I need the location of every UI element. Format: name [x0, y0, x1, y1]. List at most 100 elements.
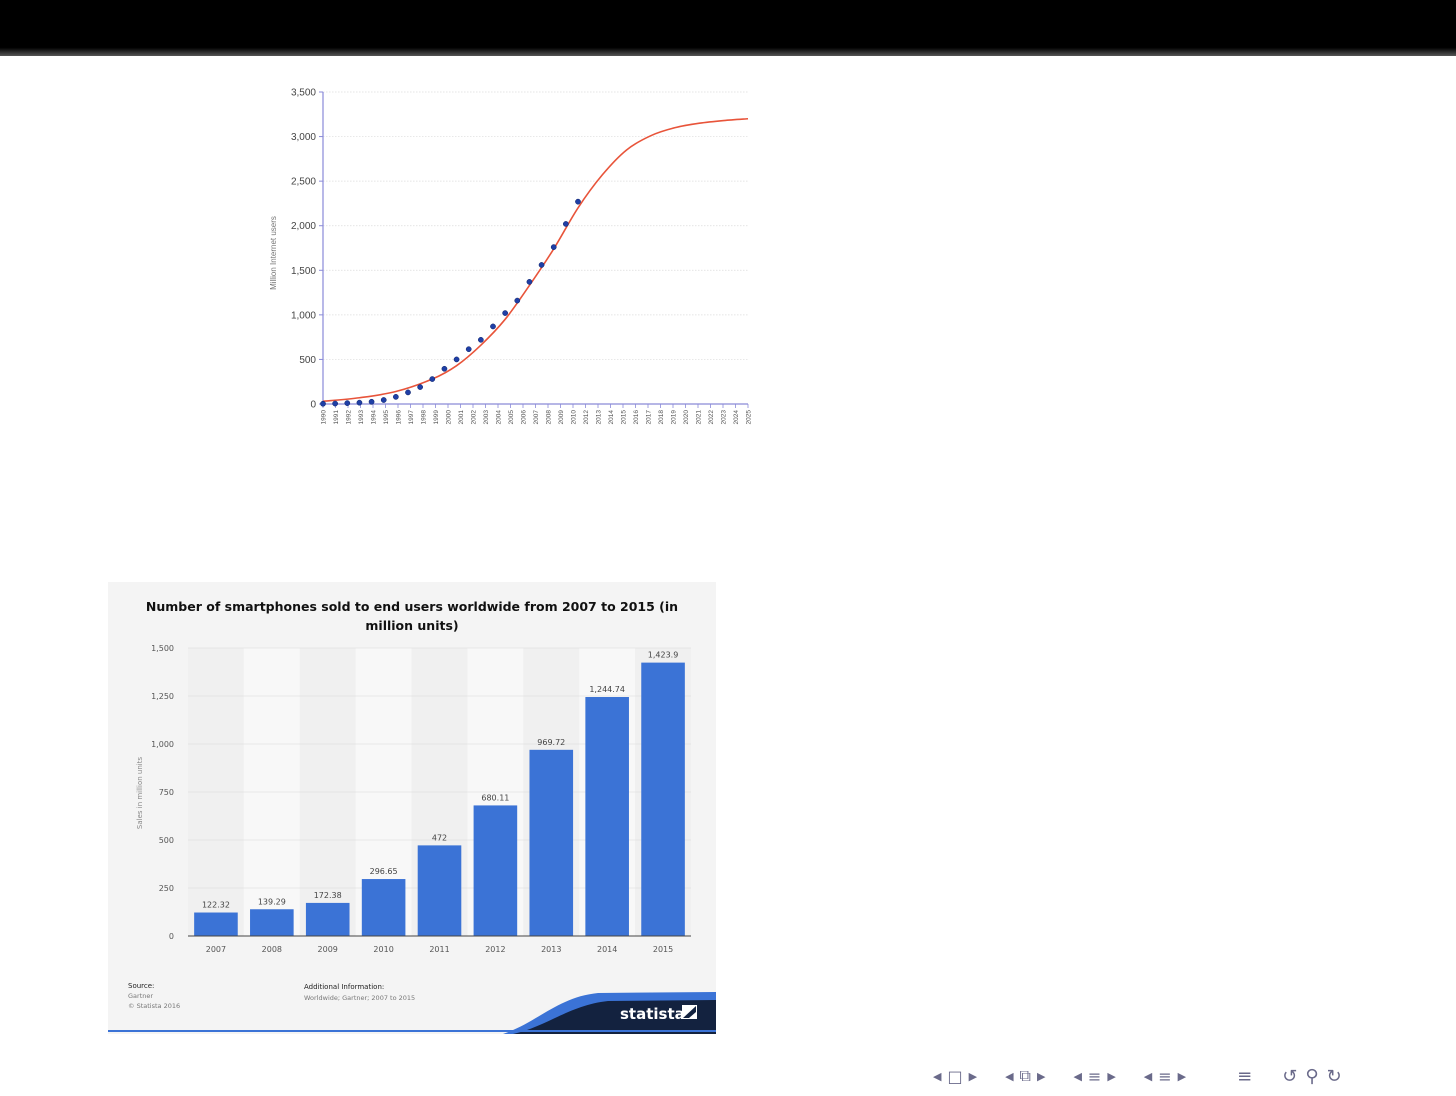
section-next-icon[interactable]: ▶ — [1107, 1069, 1116, 1083]
bar-value-label: 296.65 — [370, 867, 398, 876]
search-icon[interactable]: ⚲ — [1305, 1065, 1319, 1087]
x-tick-label: 2015 — [621, 410, 628, 425]
bar-value-label: 1,423.9 — [648, 651, 679, 660]
x-tick-label: 2012 — [485, 945, 505, 954]
bar — [641, 662, 685, 936]
x-tick-label: 2011 — [429, 945, 449, 954]
x-tick-label: 2021 — [696, 410, 703, 425]
section-prev-icon[interactable]: ◀ — [1073, 1069, 1082, 1083]
x-tick-label: 2010 — [571, 410, 578, 425]
data-points — [320, 198, 581, 407]
x-tick-label: 2017 — [646, 410, 653, 425]
x-tick-label: 2008 — [546, 410, 553, 425]
bar-value-label: 969.72 — [537, 738, 565, 747]
section-icon[interactable]: ≡ — [1087, 1066, 1102, 1086]
bar-value-label: 172.38 — [314, 891, 342, 900]
sub-icon[interactable]: ≡ — [1158, 1066, 1172, 1086]
bar-value-label: 122.32 — [202, 901, 230, 910]
data-point — [429, 376, 436, 382]
frame-prev-icon[interactable]: ◀ — [933, 1069, 942, 1083]
smartphone-sales-chart: Number of smartphones sold to end users … — [108, 582, 716, 1034]
x-tick-label: 2024 — [733, 410, 740, 425]
y-tick-label: 0 — [169, 932, 174, 941]
x-tick-label: 2002 — [471, 410, 478, 425]
x-tick-label: 2009 — [318, 945, 338, 954]
x-tick-label: 2005 — [508, 410, 515, 425]
data-point — [514, 297, 521, 304]
bar — [417, 845, 462, 936]
x-tick-label: 2023 — [721, 410, 728, 425]
data-point — [453, 356, 460, 363]
x-tick-label: 2018 — [658, 410, 665, 425]
x-tick-label: 2001 — [458, 410, 465, 425]
x-tick-label: 2015 — [653, 945, 673, 954]
data-point — [393, 394, 399, 400]
bar-value-labels: 122.32 139.29 172.38 296.65 472 680.11 969.72 1… — [202, 651, 678, 910]
data-point — [563, 221, 569, 227]
data-point — [344, 400, 351, 406]
bar — [361, 879, 406, 936]
x-tick-label: 2009 — [558, 410, 565, 425]
x-tick-label: 1994 — [371, 410, 378, 425]
frame-icon[interactable]: □ — [947, 1066, 963, 1086]
bar-value-label: 680.11 — [481, 793, 509, 802]
x-tick-label: 2013 — [596, 410, 603, 425]
x-tick-label: 1990 — [321, 410, 328, 425]
y-tick-label: 2,500 — [291, 177, 316, 188]
x-tick-label: 2014 — [608, 410, 615, 425]
subsection-next-icon[interactable]: ▶ — [1036, 1069, 1046, 1083]
x-tick-label: 2013 — [541, 945, 561, 954]
x-tick-label: 2007 — [206, 945, 226, 954]
x-tick-label: 1997 — [408, 410, 415, 425]
sub-nav: ◀ ≡ ▶ — [1141, 1067, 1189, 1086]
subsection-prev-icon[interactable]: ◀ — [1005, 1069, 1014, 1083]
y-axis-label: Million Internet users — [269, 216, 278, 290]
x-tick-label: 2012 — [583, 410, 590, 425]
bar-value-label: 1,244.74 — [589, 685, 625, 694]
frame-nav: ◀ □ ▶ — [930, 1067, 980, 1086]
subsection-icon[interactable]: ⧉ — [1019, 1066, 1031, 1085]
x-tick-label: 1991 — [333, 410, 340, 425]
axes — [322, 92, 748, 405]
x-tick-label: 2022 — [708, 410, 715, 425]
x-tick-label: 1992 — [346, 410, 353, 425]
x-tick-label: 1999 — [433, 410, 440, 425]
footer-brand-band — [513, 1000, 716, 1034]
bar — [250, 909, 294, 936]
subsection-nav: ◀ ⧉ ▶ — [1002, 1066, 1048, 1086]
bar — [473, 805, 518, 936]
x-tick-label: 2006 — [521, 410, 528, 425]
undo-icon[interactable]: ↺ — [1282, 1065, 1298, 1087]
data-point — [320, 400, 326, 407]
footer-line — [108, 1030, 716, 1032]
y-tick-label: 1,000 — [151, 740, 174, 749]
y-tick-labels: 0 250 500 750 1,000 1,250 1,500 — [151, 644, 174, 941]
x-tick-label: 2020 — [683, 410, 690, 425]
data-point — [380, 397, 387, 403]
grid-lines — [319, 91, 748, 405]
bar — [529, 749, 574, 936]
x-tick-label: 1995 — [383, 410, 390, 425]
statista-logo: statista — [620, 1005, 685, 1023]
align-icon[interactable]: ≡ — [1237, 1065, 1253, 1087]
bars — [194, 662, 685, 936]
sub-next-icon[interactable]: ▶ — [1177, 1069, 1187, 1083]
sub-prev-icon[interactable]: ◀ — [1143, 1069, 1153, 1083]
copyright: © Statista 2016 — [128, 1002, 180, 1010]
y-tick-label: 1,500 — [291, 266, 316, 277]
x-tick-label: 1996 — [396, 410, 403, 425]
chart-title-line-1: Number of smartphones sold to end users … — [146, 599, 678, 614]
x-tick-label: 2007 — [533, 410, 540, 425]
frame-next-icon[interactable]: ▶ — [968, 1069, 978, 1083]
y-tick-label: 1,000 — [291, 310, 316, 321]
data-point — [502, 310, 508, 316]
x-tick-label: 2016 — [633, 410, 640, 425]
data-point — [417, 384, 423, 390]
additional-info-label: Additional Information: — [304, 983, 384, 991]
data-point — [368, 398, 375, 405]
y-tick-label: 500 — [159, 836, 174, 845]
section-nav: ◀ ≡ ▶ — [1070, 1067, 1118, 1086]
x-tick-label: 2008 — [262, 945, 282, 954]
redo-icon[interactable]: ↻ — [1326, 1065, 1342, 1087]
bar — [585, 697, 629, 936]
